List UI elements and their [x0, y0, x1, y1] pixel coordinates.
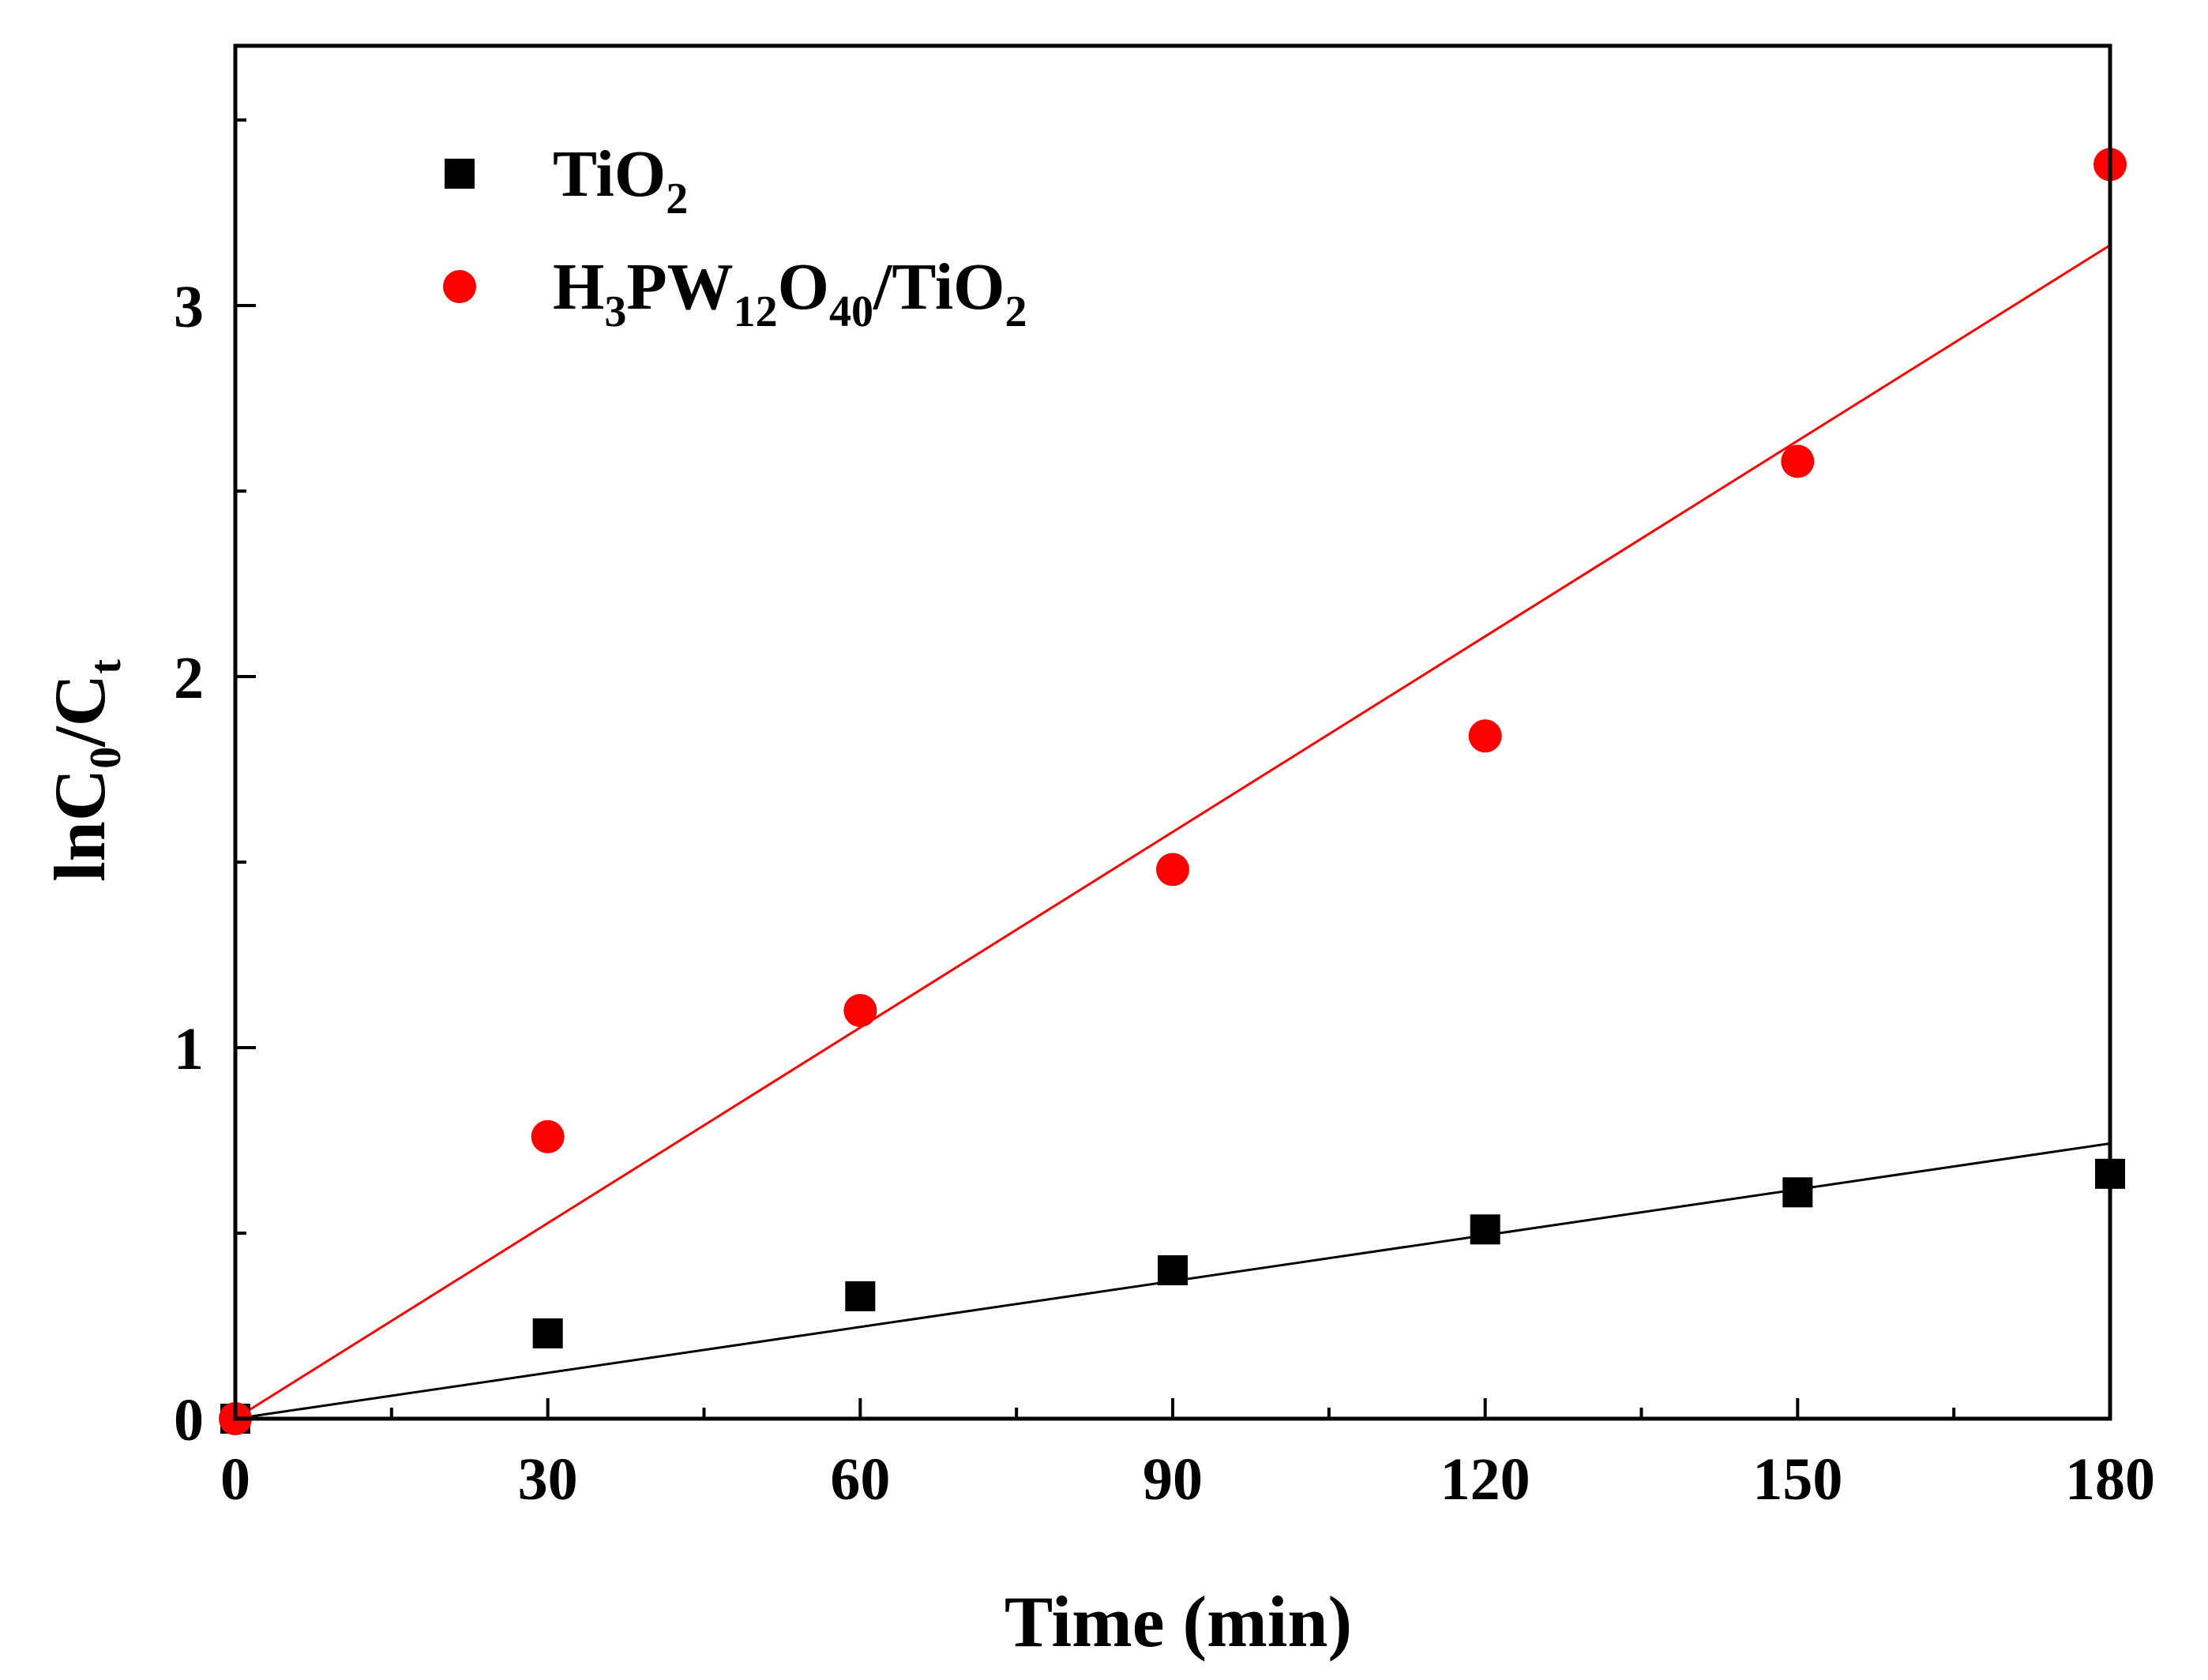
data-point-tio2: [532, 1318, 563, 1348]
y-tick-label: 1: [174, 1016, 204, 1082]
x-tick-label: 0: [220, 1446, 250, 1513]
legend-marker-h3pw12o40-tio2: [443, 270, 476, 303]
data-point-h3pw12o40-tio2: [531, 1119, 565, 1153]
fit-line-h3pw12o40-tio2: [235, 244, 2111, 1420]
axis-ticks: 0 30 60 90 120 150 180 0 1 2 3: [174, 118, 2155, 1513]
data-point-h3pw12o40-tio2: [843, 994, 877, 1027]
legend-marker-tio2: [445, 159, 475, 189]
y-tick-label: 0: [174, 1387, 204, 1453]
legend-label-tio2: TiO2: [553, 137, 688, 223]
x-axis-title: Time (min): [1004, 1581, 1352, 1662]
x-tick-label: 180: [2065, 1446, 2155, 1513]
data-point-tio2: [845, 1281, 876, 1311]
data-point-tio2: [1158, 1255, 1188, 1285]
x-tick-label: 60: [830, 1446, 890, 1513]
x-tick-label: 120: [1440, 1446, 1530, 1513]
y-axis-title: lnC0/Ct: [39, 659, 130, 882]
plot-area: [219, 148, 2127, 1435]
data-point-h3pw12o40-tio2: [1156, 853, 1189, 887]
data-point-h3pw12o40-tio2: [1781, 444, 1815, 478]
data-point-tio2: [1782, 1177, 1813, 1208]
plot-frame: [233, 43, 2112, 1421]
x-tick-label: 150: [1752, 1446, 1842, 1513]
legend: TiO2 H3PW12O40/TiO2: [443, 137, 1027, 336]
x-tick-label: 30: [518, 1446, 578, 1513]
data-point-h3pw12o40-tio2: [1468, 719, 1502, 753]
y-tick-label: 3: [174, 274, 204, 340]
x-tick-label: 90: [1143, 1446, 1203, 1513]
y-tick-label: 2: [174, 645, 204, 711]
legend-label-h3pw12o40-tio2: H3PW12O40/TiO2: [553, 250, 1027, 336]
data-point-tio2: [1470, 1214, 1500, 1245]
